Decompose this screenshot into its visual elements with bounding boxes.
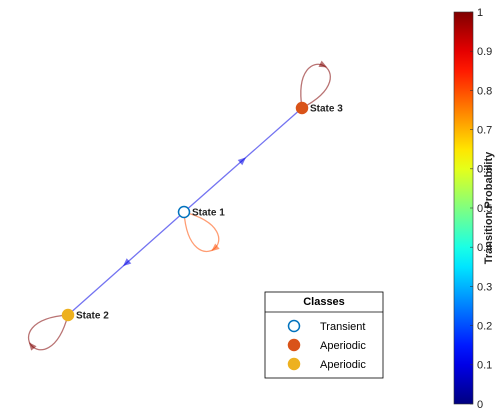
self-loop bbox=[27, 314, 69, 351]
legend: Classes Transient Aperiodic Aperiodic bbox=[264, 291, 384, 379]
colorbar-tick-label: 0.8 bbox=[477, 85, 492, 97]
edge-arrow bbox=[211, 243, 220, 252]
legend-box bbox=[264, 291, 384, 379]
edge-arrow bbox=[318, 60, 328, 68]
legend-marker bbox=[287, 357, 301, 371]
colorbar-tick-label: 0.4 bbox=[477, 242, 492, 254]
colorbar-tick-label: 1 bbox=[477, 7, 483, 19]
node-label: State 2 bbox=[76, 311, 109, 322]
legend-title: Classes bbox=[303, 296, 345, 308]
node bbox=[61, 308, 75, 322]
node bbox=[295, 101, 309, 115]
legend-label: Aperiodic bbox=[320, 340, 366, 352]
colorbar: 0 0.1 0.2 0.3 0.4 0.5 0.6 0.7 0.8 0.9 1 Transition … bbox=[453, 7, 495, 411]
colorbar-tick-label: 0 bbox=[477, 399, 483, 411]
edge-arrow bbox=[28, 342, 37, 351]
edges bbox=[27, 60, 331, 351]
colorbar-tick-label: 0.2 bbox=[477, 321, 492, 333]
edge-arrow bbox=[123, 258, 132, 267]
legend-label: Aperiodic bbox=[320, 359, 366, 371]
node-label: State 1 bbox=[192, 208, 225, 219]
colorbar-tick-label: 0.1 bbox=[477, 360, 492, 372]
colorbar-tick-label: 0.6 bbox=[477, 164, 492, 176]
colorbar-label: Transition Probability bbox=[483, 151, 495, 264]
legend-marker bbox=[287, 338, 301, 352]
legend-label: Transient bbox=[320, 321, 365, 333]
colorbar-tick-label: 0.9 bbox=[477, 46, 492, 58]
colorbar-tick-label: 0.7 bbox=[477, 125, 492, 137]
edge-arrow bbox=[237, 157, 247, 166]
node bbox=[177, 205, 191, 219]
self-loop bbox=[300, 63, 331, 109]
colorbar-tick-label: 0.3 bbox=[477, 281, 492, 293]
colorbar-tick-label: 0.5 bbox=[477, 203, 492, 215]
node-label: State 3 bbox=[310, 104, 343, 115]
nodes: State 1 State 2 State 3 bbox=[61, 101, 343, 322]
legend-marker bbox=[287, 319, 301, 333]
